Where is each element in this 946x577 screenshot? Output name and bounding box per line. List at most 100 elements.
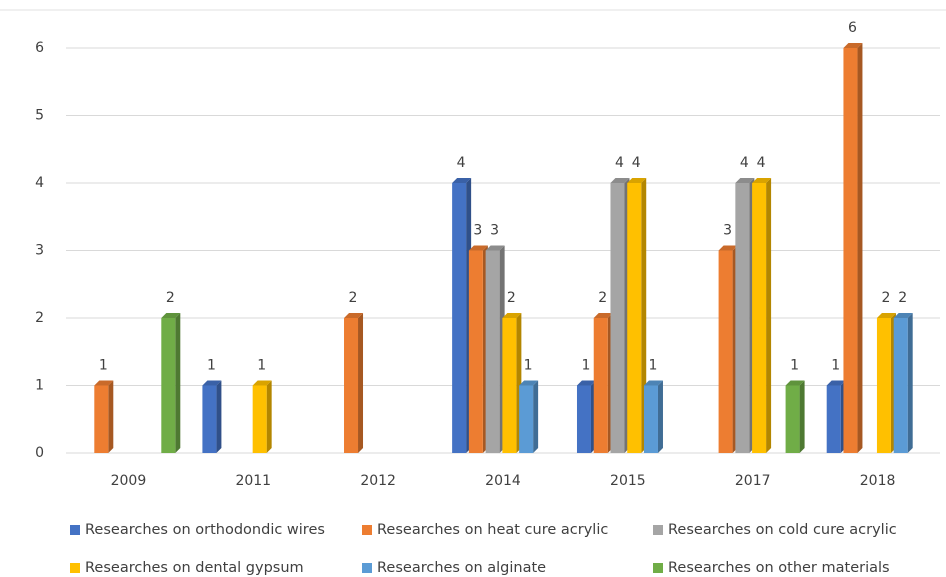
legend-label: Researches on other materials xyxy=(668,560,890,576)
y-tick-label: 3 xyxy=(35,243,44,259)
data-label: 6 xyxy=(848,20,857,36)
bar-top xyxy=(752,178,772,183)
legend-label: Researches on cold cure acrylic xyxy=(668,522,897,538)
bar xyxy=(826,385,841,453)
bar-top xyxy=(843,43,863,48)
bar xyxy=(735,183,750,453)
bar-top xyxy=(893,313,913,318)
y-tick-label: 2 xyxy=(35,310,44,326)
bar-side xyxy=(641,178,647,453)
bar-top xyxy=(468,245,488,251)
bar-top xyxy=(94,380,114,386)
bar xyxy=(843,48,858,453)
data-label: 2 xyxy=(507,290,516,306)
data-label: 2 xyxy=(881,290,890,306)
bar-top xyxy=(576,380,596,386)
bar-side xyxy=(175,313,181,453)
bar xyxy=(202,385,217,453)
bar-top xyxy=(502,313,522,318)
x-tick-label: 2009 xyxy=(111,473,147,489)
bar-side xyxy=(216,380,222,453)
bar xyxy=(94,385,109,453)
bar-side xyxy=(799,380,805,453)
bar xyxy=(161,318,176,453)
data-label: 1 xyxy=(99,358,108,374)
bar-side xyxy=(533,380,539,453)
data-label: 2 xyxy=(598,290,607,306)
y-tick-label: 5 xyxy=(35,108,44,124)
bar xyxy=(576,385,591,453)
y-tick-label: 0 xyxy=(35,445,44,461)
data-label: 1 xyxy=(649,358,658,374)
bar-top xyxy=(519,380,539,386)
y-tick-label: 1 xyxy=(35,378,44,394)
data-label: 4 xyxy=(632,155,641,171)
data-label: 3 xyxy=(473,223,482,239)
bar xyxy=(485,250,500,453)
data-label: 1 xyxy=(524,358,533,374)
bar-top xyxy=(452,178,472,183)
bar-top xyxy=(344,313,364,318)
data-label: 1 xyxy=(582,358,591,374)
bar-side xyxy=(657,380,663,453)
bar-side xyxy=(108,380,114,453)
bar xyxy=(502,318,517,453)
data-label: 1 xyxy=(790,358,799,374)
bar-top xyxy=(202,380,222,386)
legend-label: Researches on heat cure acrylic xyxy=(377,522,608,538)
legend-label: Researches on dental gypsum xyxy=(85,560,304,576)
bar xyxy=(627,183,642,453)
data-label: 2 xyxy=(166,290,175,306)
bar xyxy=(468,250,483,453)
legend-label: Researches on alginate xyxy=(377,560,546,576)
bar xyxy=(452,183,467,453)
bar xyxy=(344,318,359,453)
bar-side xyxy=(857,43,863,453)
data-label: 4 xyxy=(740,155,749,171)
x-tick-label: 2014 xyxy=(485,473,521,489)
data-label: 1 xyxy=(207,358,216,374)
data-label: 2 xyxy=(898,290,907,306)
data-label: 3 xyxy=(723,223,732,239)
bar xyxy=(643,385,658,453)
x-tick-label: 2017 xyxy=(735,473,771,489)
bar-top xyxy=(718,245,738,251)
bar-top xyxy=(826,380,846,386)
legend-swatch xyxy=(653,563,663,573)
x-tick-label: 2011 xyxy=(235,473,271,489)
bar-top xyxy=(610,178,630,183)
bar-top xyxy=(485,245,505,251)
bar xyxy=(610,183,625,453)
data-label: 3 xyxy=(490,223,499,239)
legend-swatch xyxy=(70,525,80,535)
bar-side xyxy=(766,178,772,453)
bar-top xyxy=(785,380,805,386)
bar xyxy=(785,385,800,453)
data-label: 4 xyxy=(457,155,466,171)
bar-top xyxy=(735,178,755,183)
bar xyxy=(593,318,608,453)
legend-swatch xyxy=(362,563,372,573)
bar-side xyxy=(266,380,272,453)
bar xyxy=(718,250,733,453)
bar-side xyxy=(358,313,364,453)
x-tick-label: 2015 xyxy=(610,473,646,489)
data-label: 2 xyxy=(349,290,358,306)
bar xyxy=(252,385,267,453)
y-tick-label: 6 xyxy=(35,40,44,56)
bar xyxy=(876,318,891,453)
y-tick-label: 4 xyxy=(35,175,44,191)
bar-top xyxy=(876,313,896,318)
bar-top xyxy=(593,313,613,318)
data-label: 1 xyxy=(257,358,266,374)
bar-top xyxy=(161,313,181,318)
bar xyxy=(893,318,908,453)
x-tick-label: 2018 xyxy=(860,473,896,489)
legend-swatch xyxy=(70,563,80,573)
legend-label: Researches on orthodondic wires xyxy=(85,522,325,538)
bar-top xyxy=(627,178,647,183)
legend-swatch xyxy=(653,525,663,535)
data-label: 4 xyxy=(615,155,624,171)
data-label: 1 xyxy=(831,358,840,374)
